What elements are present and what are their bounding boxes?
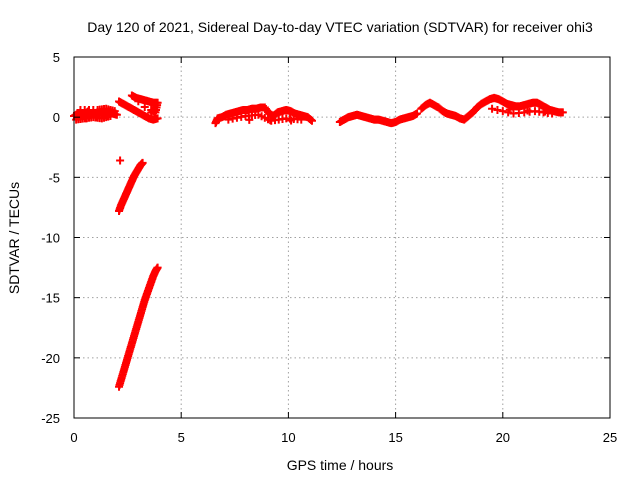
data-point [297,115,306,124]
x-tick-label: 10 [281,430,295,445]
data-series [115,263,162,391]
x-tick-label: 5 [178,430,185,445]
data-point [116,156,125,165]
data-point [548,109,557,118]
data-series [335,109,422,128]
data-point [413,109,422,118]
data-point [153,263,162,272]
x-tick-label: 15 [388,430,402,445]
y-tick-label: -15 [41,291,60,306]
y-axis-label: SDTVAR / TECUs [6,182,22,294]
y-tick-label: 0 [53,110,60,125]
chart-title: Day 120 of 2021, Sidereal Day-to-day VTE… [87,19,593,35]
data-series [70,104,121,124]
data-point [498,107,507,116]
data-series [417,93,567,124]
x-axis-label: GPS time / hours [287,457,394,473]
data-point [110,107,119,116]
data-series [115,91,162,124]
data-point [138,158,147,167]
data-point [493,105,502,114]
x-tick-label: 20 [496,430,510,445]
data-point [307,116,316,125]
data-series [211,103,316,128]
data-point [98,110,107,119]
data-point [153,114,162,123]
data-point [488,104,497,113]
y-tick-label: -25 [41,411,60,426]
y-tick-label: -5 [48,170,60,185]
axis-ticks: 0 5 10 15 20 25 5 0 -5 -10 -15 -20 -25 [41,50,617,445]
y-tick-label: 5 [53,50,60,65]
data-point [147,105,156,114]
data-series [116,156,125,165]
grid-lines [74,57,610,418]
x-tick-label: 0 [70,430,77,445]
data-series [115,158,147,216]
x-tick-label: 25 [603,430,617,445]
data-point [558,108,567,117]
y-tick-label: -20 [41,351,60,366]
data-point [504,108,513,117]
y-tick-label: -10 [41,231,60,246]
data-points [70,91,567,391]
